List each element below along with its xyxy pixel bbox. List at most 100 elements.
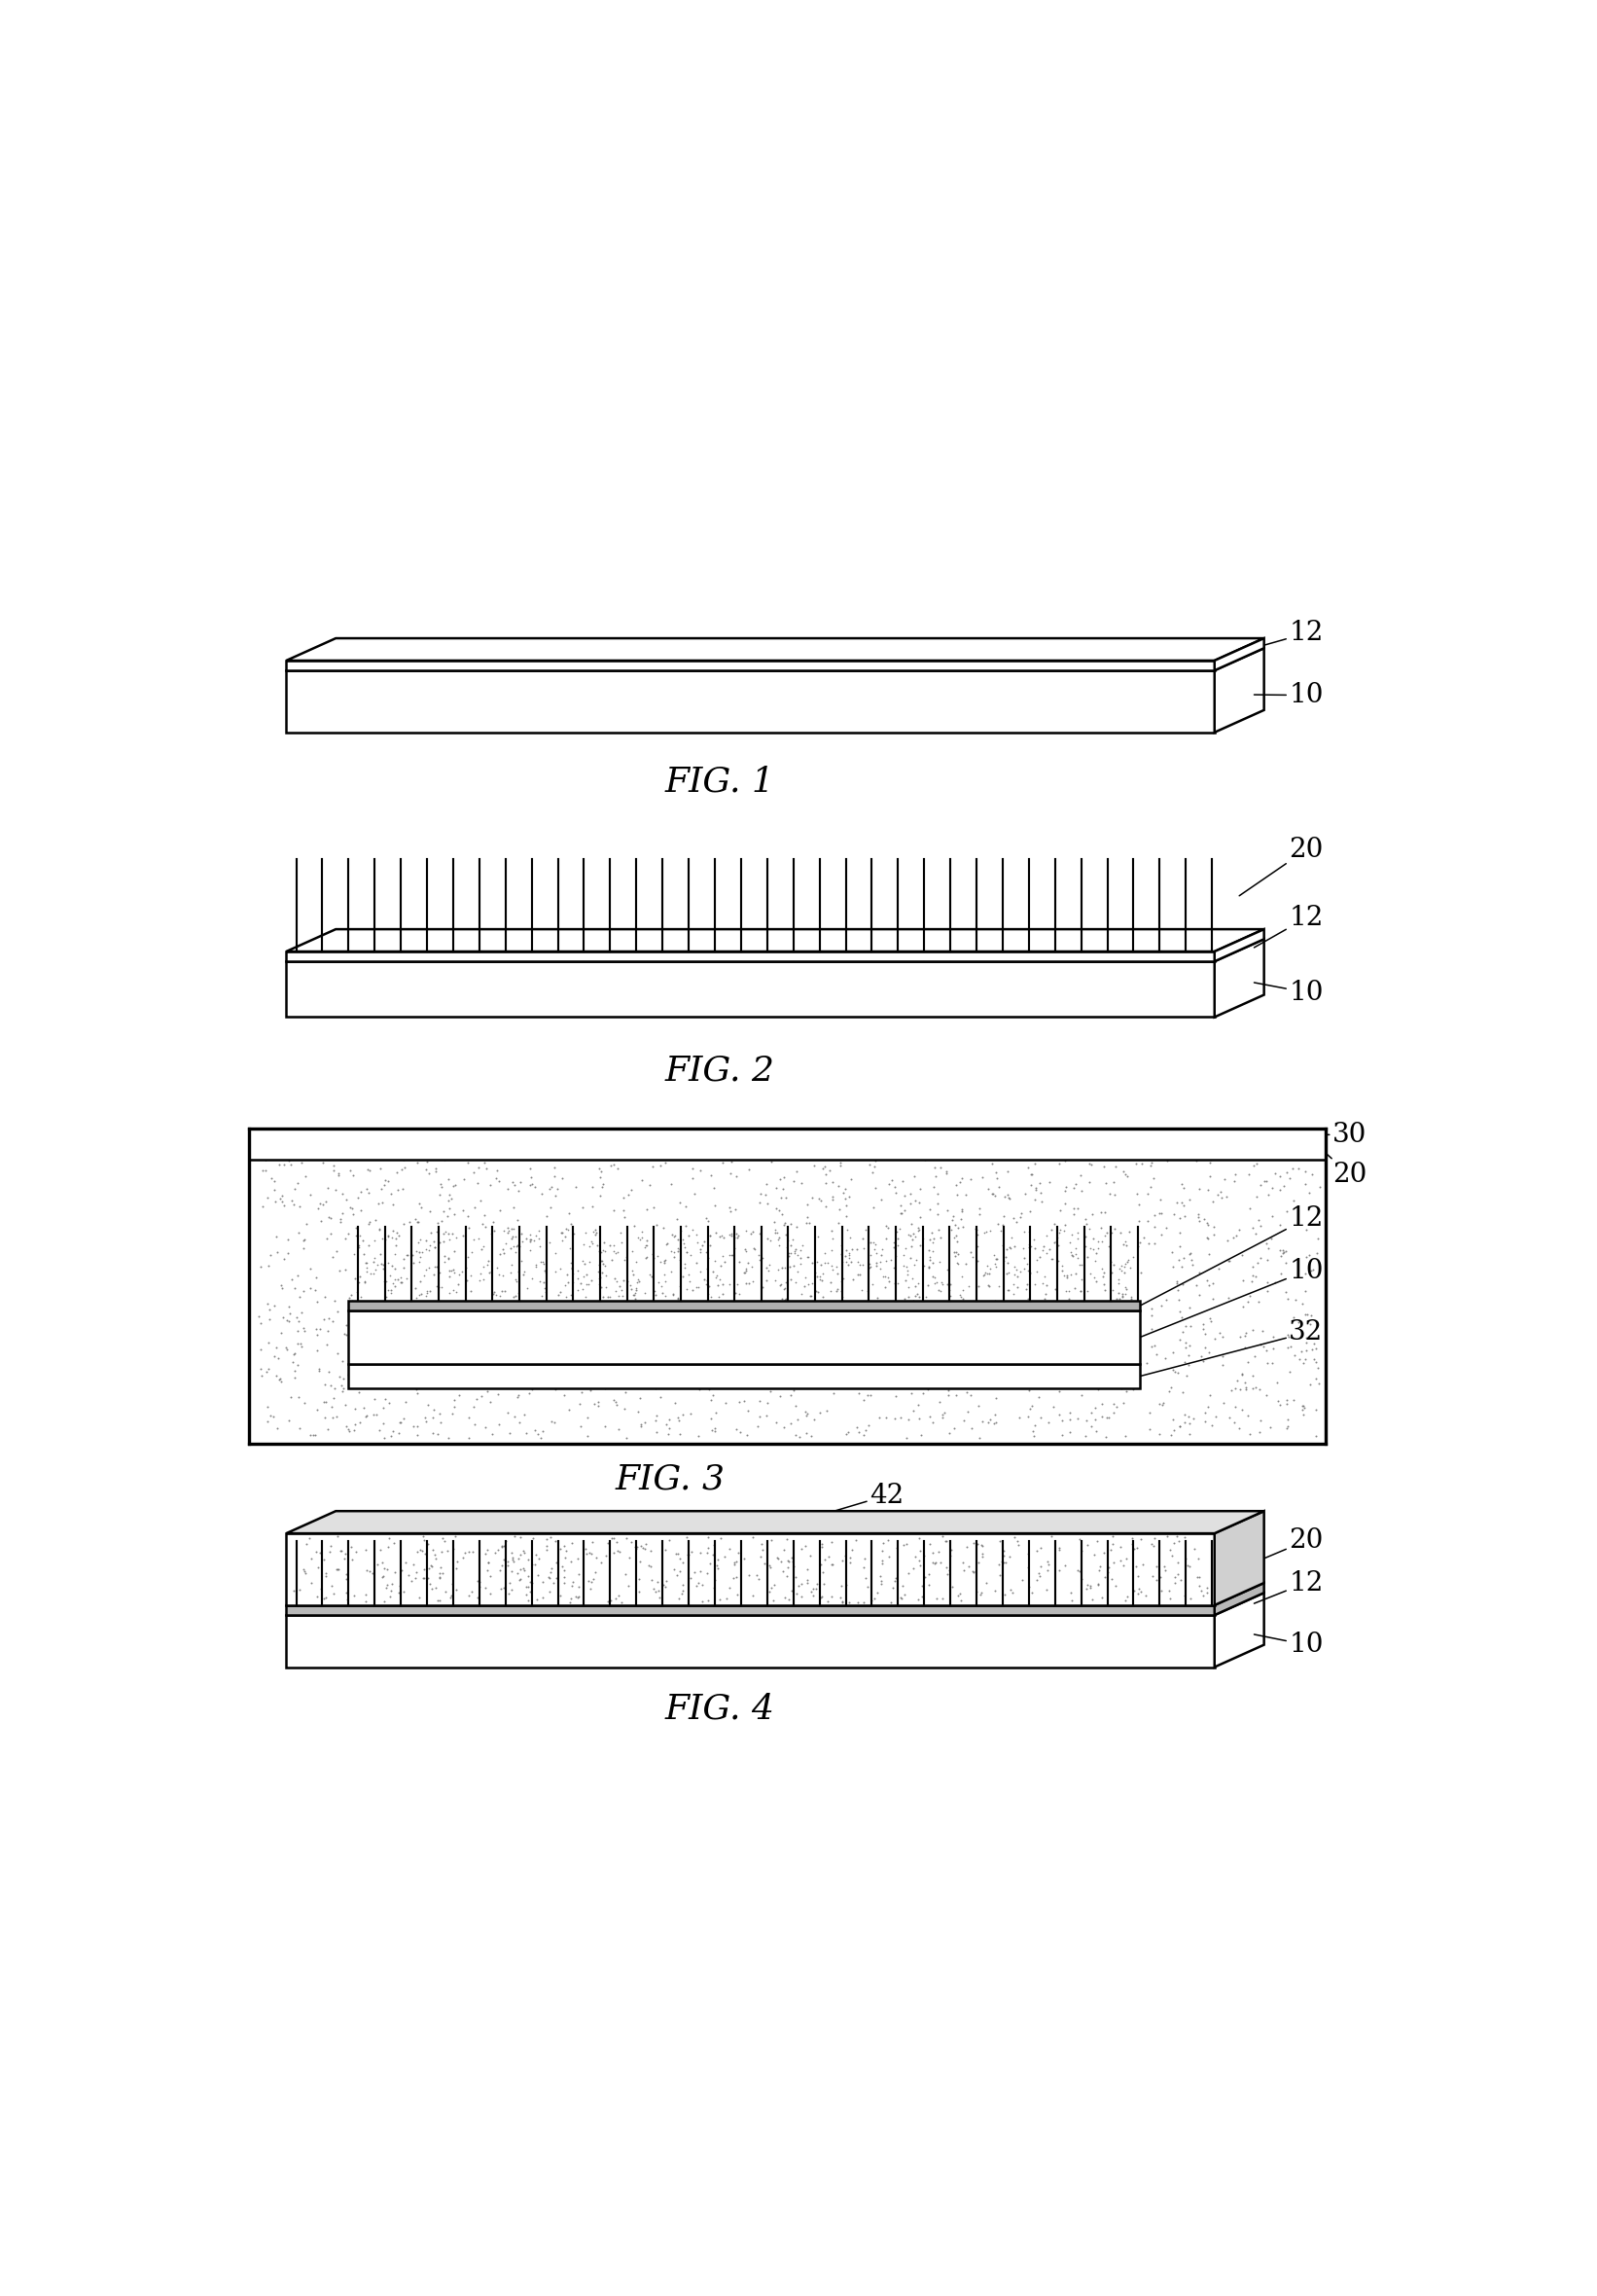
Point (985, 1545, 1011, 1582)
Point (1153, 1552, 1179, 1589)
Point (687, 1359, 712, 1396)
Point (372, 1309, 398, 1345)
Point (1068, 1290, 1094, 1327)
Point (890, 1300, 915, 1336)
Point (631, 1336, 656, 1373)
Point (517, 1231, 543, 1267)
Point (470, 1345, 495, 1382)
Point (671, 1304, 696, 1341)
Point (406, 1329, 431, 1366)
Point (1274, 1316, 1300, 1352)
Point (634, 1228, 660, 1265)
Point (612, 1242, 637, 1279)
Point (864, 1244, 890, 1281)
Point (1073, 1304, 1099, 1341)
Point (436, 1251, 462, 1288)
Point (375, 1217, 401, 1254)
Point (414, 1359, 439, 1396)
Point (327, 1201, 353, 1238)
Point (610, 1180, 636, 1217)
Point (615, 1263, 640, 1300)
Point (850, 1306, 875, 1343)
Point (693, 1201, 719, 1238)
Point (1226, 1410, 1252, 1446)
Point (832, 1288, 858, 1325)
Point (1115, 1577, 1140, 1614)
Point (1279, 1134, 1305, 1171)
Point (985, 1169, 1011, 1205)
Point (704, 1256, 730, 1293)
Point (409, 1274, 434, 1311)
Point (1089, 1251, 1115, 1288)
Point (767, 1162, 792, 1199)
Point (789, 1531, 814, 1568)
Point (567, 1384, 592, 1421)
Polygon shape (286, 1605, 1214, 1614)
Point (1027, 1164, 1052, 1201)
Point (284, 1313, 310, 1350)
Point (533, 1329, 559, 1366)
Point (982, 1281, 1008, 1318)
Point (1052, 1272, 1078, 1309)
Point (1052, 1313, 1078, 1350)
Point (1247, 1403, 1273, 1440)
Point (324, 1550, 350, 1587)
Point (1100, 1543, 1126, 1580)
Point (947, 1575, 973, 1612)
Point (519, 1221, 545, 1258)
Point (586, 1233, 612, 1270)
Point (805, 1566, 830, 1603)
Point (1005, 1270, 1030, 1306)
Point (565, 1300, 591, 1336)
Point (1164, 1554, 1190, 1591)
Point (599, 1520, 624, 1557)
Point (1298, 1254, 1324, 1290)
Point (783, 1559, 808, 1596)
Point (773, 1217, 798, 1254)
Point (604, 1235, 629, 1272)
Point (417, 1366, 442, 1403)
Point (404, 1534, 430, 1570)
Point (925, 1357, 950, 1394)
Point (529, 1176, 554, 1212)
Point (945, 1210, 971, 1247)
Point (925, 1176, 950, 1212)
Point (1078, 1341, 1104, 1378)
Point (462, 1313, 487, 1350)
Point (680, 1272, 706, 1309)
Point (1113, 1417, 1139, 1453)
Point (1147, 1196, 1172, 1233)
Point (1091, 1254, 1116, 1290)
Point (1233, 1371, 1258, 1407)
Point (1198, 1141, 1223, 1178)
Point (1046, 1226, 1072, 1263)
Point (1001, 1199, 1027, 1235)
Point (684, 1244, 709, 1281)
Point (268, 1267, 294, 1304)
Point (969, 1538, 995, 1575)
Point (439, 1313, 465, 1350)
Point (626, 1263, 652, 1300)
Point (1225, 1139, 1250, 1176)
Point (773, 1270, 798, 1306)
Point (497, 1564, 522, 1600)
Point (666, 1279, 692, 1316)
Point (1254, 1272, 1279, 1309)
Polygon shape (286, 1614, 1214, 1667)
Point (364, 1127, 390, 1164)
Point (763, 1210, 789, 1247)
Point (1142, 1327, 1167, 1364)
Point (1282, 1281, 1308, 1318)
Point (1258, 1169, 1284, 1205)
Point (283, 1334, 308, 1371)
Point (824, 1270, 850, 1306)
Point (797, 1205, 822, 1242)
Point (524, 1249, 549, 1286)
Point (1148, 1286, 1174, 1322)
Point (971, 1359, 997, 1396)
Point (1110, 1548, 1135, 1584)
Point (1108, 1318, 1134, 1355)
Point (851, 1584, 877, 1621)
Point (287, 1570, 313, 1607)
Point (725, 1217, 751, 1254)
